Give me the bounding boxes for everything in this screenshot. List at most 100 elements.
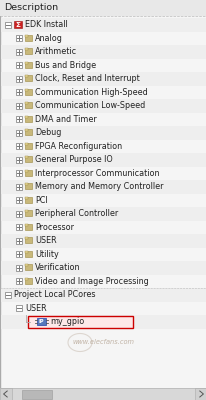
Bar	[25, 183, 28, 185]
Bar	[25, 264, 28, 266]
Text: IP: IP	[39, 319, 44, 324]
Bar	[25, 224, 32, 230]
Bar	[25, 143, 32, 149]
Bar	[1, 153, 205, 166]
Bar	[16, 278, 22, 284]
Bar	[1, 234, 205, 248]
Bar	[16, 170, 22, 176]
Text: my_gpio: my_gpio	[50, 317, 84, 326]
Bar	[28, 316, 132, 328]
Bar	[25, 48, 32, 54]
Bar	[16, 143, 22, 149]
Bar	[1, 180, 205, 194]
Bar	[25, 89, 28, 91]
Bar	[25, 156, 28, 158]
Bar	[25, 210, 28, 212]
Bar	[16, 116, 22, 122]
Bar	[25, 183, 32, 189]
Text: www.elecfans.com: www.elecfans.com	[72, 340, 134, 346]
Bar	[25, 89, 32, 95]
Bar	[16, 35, 22, 41]
Bar	[25, 278, 28, 280]
Text: Processor: Processor	[35, 223, 74, 232]
Text: General Purpose IO: General Purpose IO	[35, 155, 112, 164]
Bar	[5, 292, 11, 298]
Text: Utility: Utility	[35, 250, 59, 259]
Bar	[16, 130, 22, 136]
Bar	[25, 116, 32, 122]
Bar	[25, 102, 28, 104]
Bar	[25, 156, 32, 162]
Bar	[25, 197, 28, 199]
Text: EDK Install: EDK Install	[25, 20, 67, 29]
Bar	[1, 126, 205, 140]
Bar	[16, 157, 22, 163]
Bar	[1, 261, 205, 274]
Bar	[25, 251, 28, 253]
Bar	[25, 197, 32, 203]
Bar	[1, 72, 205, 86]
Bar	[22, 390, 52, 398]
Bar	[0, 388, 206, 400]
Bar	[16, 211, 22, 217]
Bar	[25, 35, 32, 41]
Bar	[1, 207, 205, 220]
Text: Clock, Reset and Interrupt: Clock, Reset and Interrupt	[35, 74, 139, 83]
Text: Memory and Memory Controller: Memory and Memory Controller	[35, 182, 163, 191]
Bar	[25, 129, 28, 131]
Bar	[25, 210, 32, 216]
Bar	[16, 49, 22, 55]
Bar	[25, 48, 28, 50]
Bar	[16, 197, 22, 203]
Bar	[25, 237, 28, 239]
Bar	[0, 388, 12, 400]
Bar	[25, 264, 32, 270]
Bar	[25, 170, 32, 176]
Bar	[194, 388, 206, 400]
Bar	[16, 305, 22, 311]
Bar	[25, 75, 32, 81]
Bar	[1, 288, 205, 302]
Text: Interprocessor Communication: Interprocessor Communication	[35, 169, 159, 178]
Bar	[1, 45, 205, 58]
Bar	[25, 62, 28, 64]
Text: Debug: Debug	[35, 128, 61, 137]
Bar	[16, 89, 22, 95]
Text: USER: USER	[25, 304, 46, 313]
Text: Description: Description	[4, 4, 58, 12]
Bar	[25, 62, 32, 68]
Bar	[37, 318, 46, 325]
Bar	[16, 265, 22, 271]
Text: USER: USER	[35, 236, 56, 245]
Bar	[25, 278, 32, 284]
Bar	[16, 251, 22, 257]
Bar	[1, 99, 205, 112]
Bar	[16, 76, 22, 82]
Text: Communication High-Speed: Communication High-Speed	[35, 88, 147, 97]
Bar	[25, 237, 32, 243]
Bar	[16, 62, 22, 68]
Bar	[25, 129, 32, 135]
Bar	[1, 315, 205, 328]
Bar	[16, 184, 22, 190]
Text: Verification: Verification	[35, 263, 80, 272]
Bar	[14, 21, 22, 28]
Bar	[5, 22, 11, 28]
Text: Video and Image Processing: Video and Image Processing	[35, 277, 148, 286]
Bar	[25, 170, 28, 172]
Bar	[25, 35, 28, 37]
Bar	[25, 116, 28, 118]
Text: PCI: PCI	[35, 196, 47, 205]
Text: Peripheral Controller: Peripheral Controller	[35, 209, 118, 218]
Text: Σ: Σ	[15, 22, 20, 28]
Bar	[16, 103, 22, 109]
Text: DMA and Timer: DMA and Timer	[35, 115, 96, 124]
Text: FPGA Reconfiguration: FPGA Reconfiguration	[35, 142, 122, 151]
Text: Project Local PCores: Project Local PCores	[14, 290, 95, 299]
Bar	[16, 238, 22, 244]
Text: Arithmetic: Arithmetic	[35, 47, 77, 56]
Text: Analog: Analog	[35, 34, 63, 43]
Text: Bus and Bridge: Bus and Bridge	[35, 61, 96, 70]
Bar	[25, 75, 28, 77]
Bar	[1, 18, 205, 32]
